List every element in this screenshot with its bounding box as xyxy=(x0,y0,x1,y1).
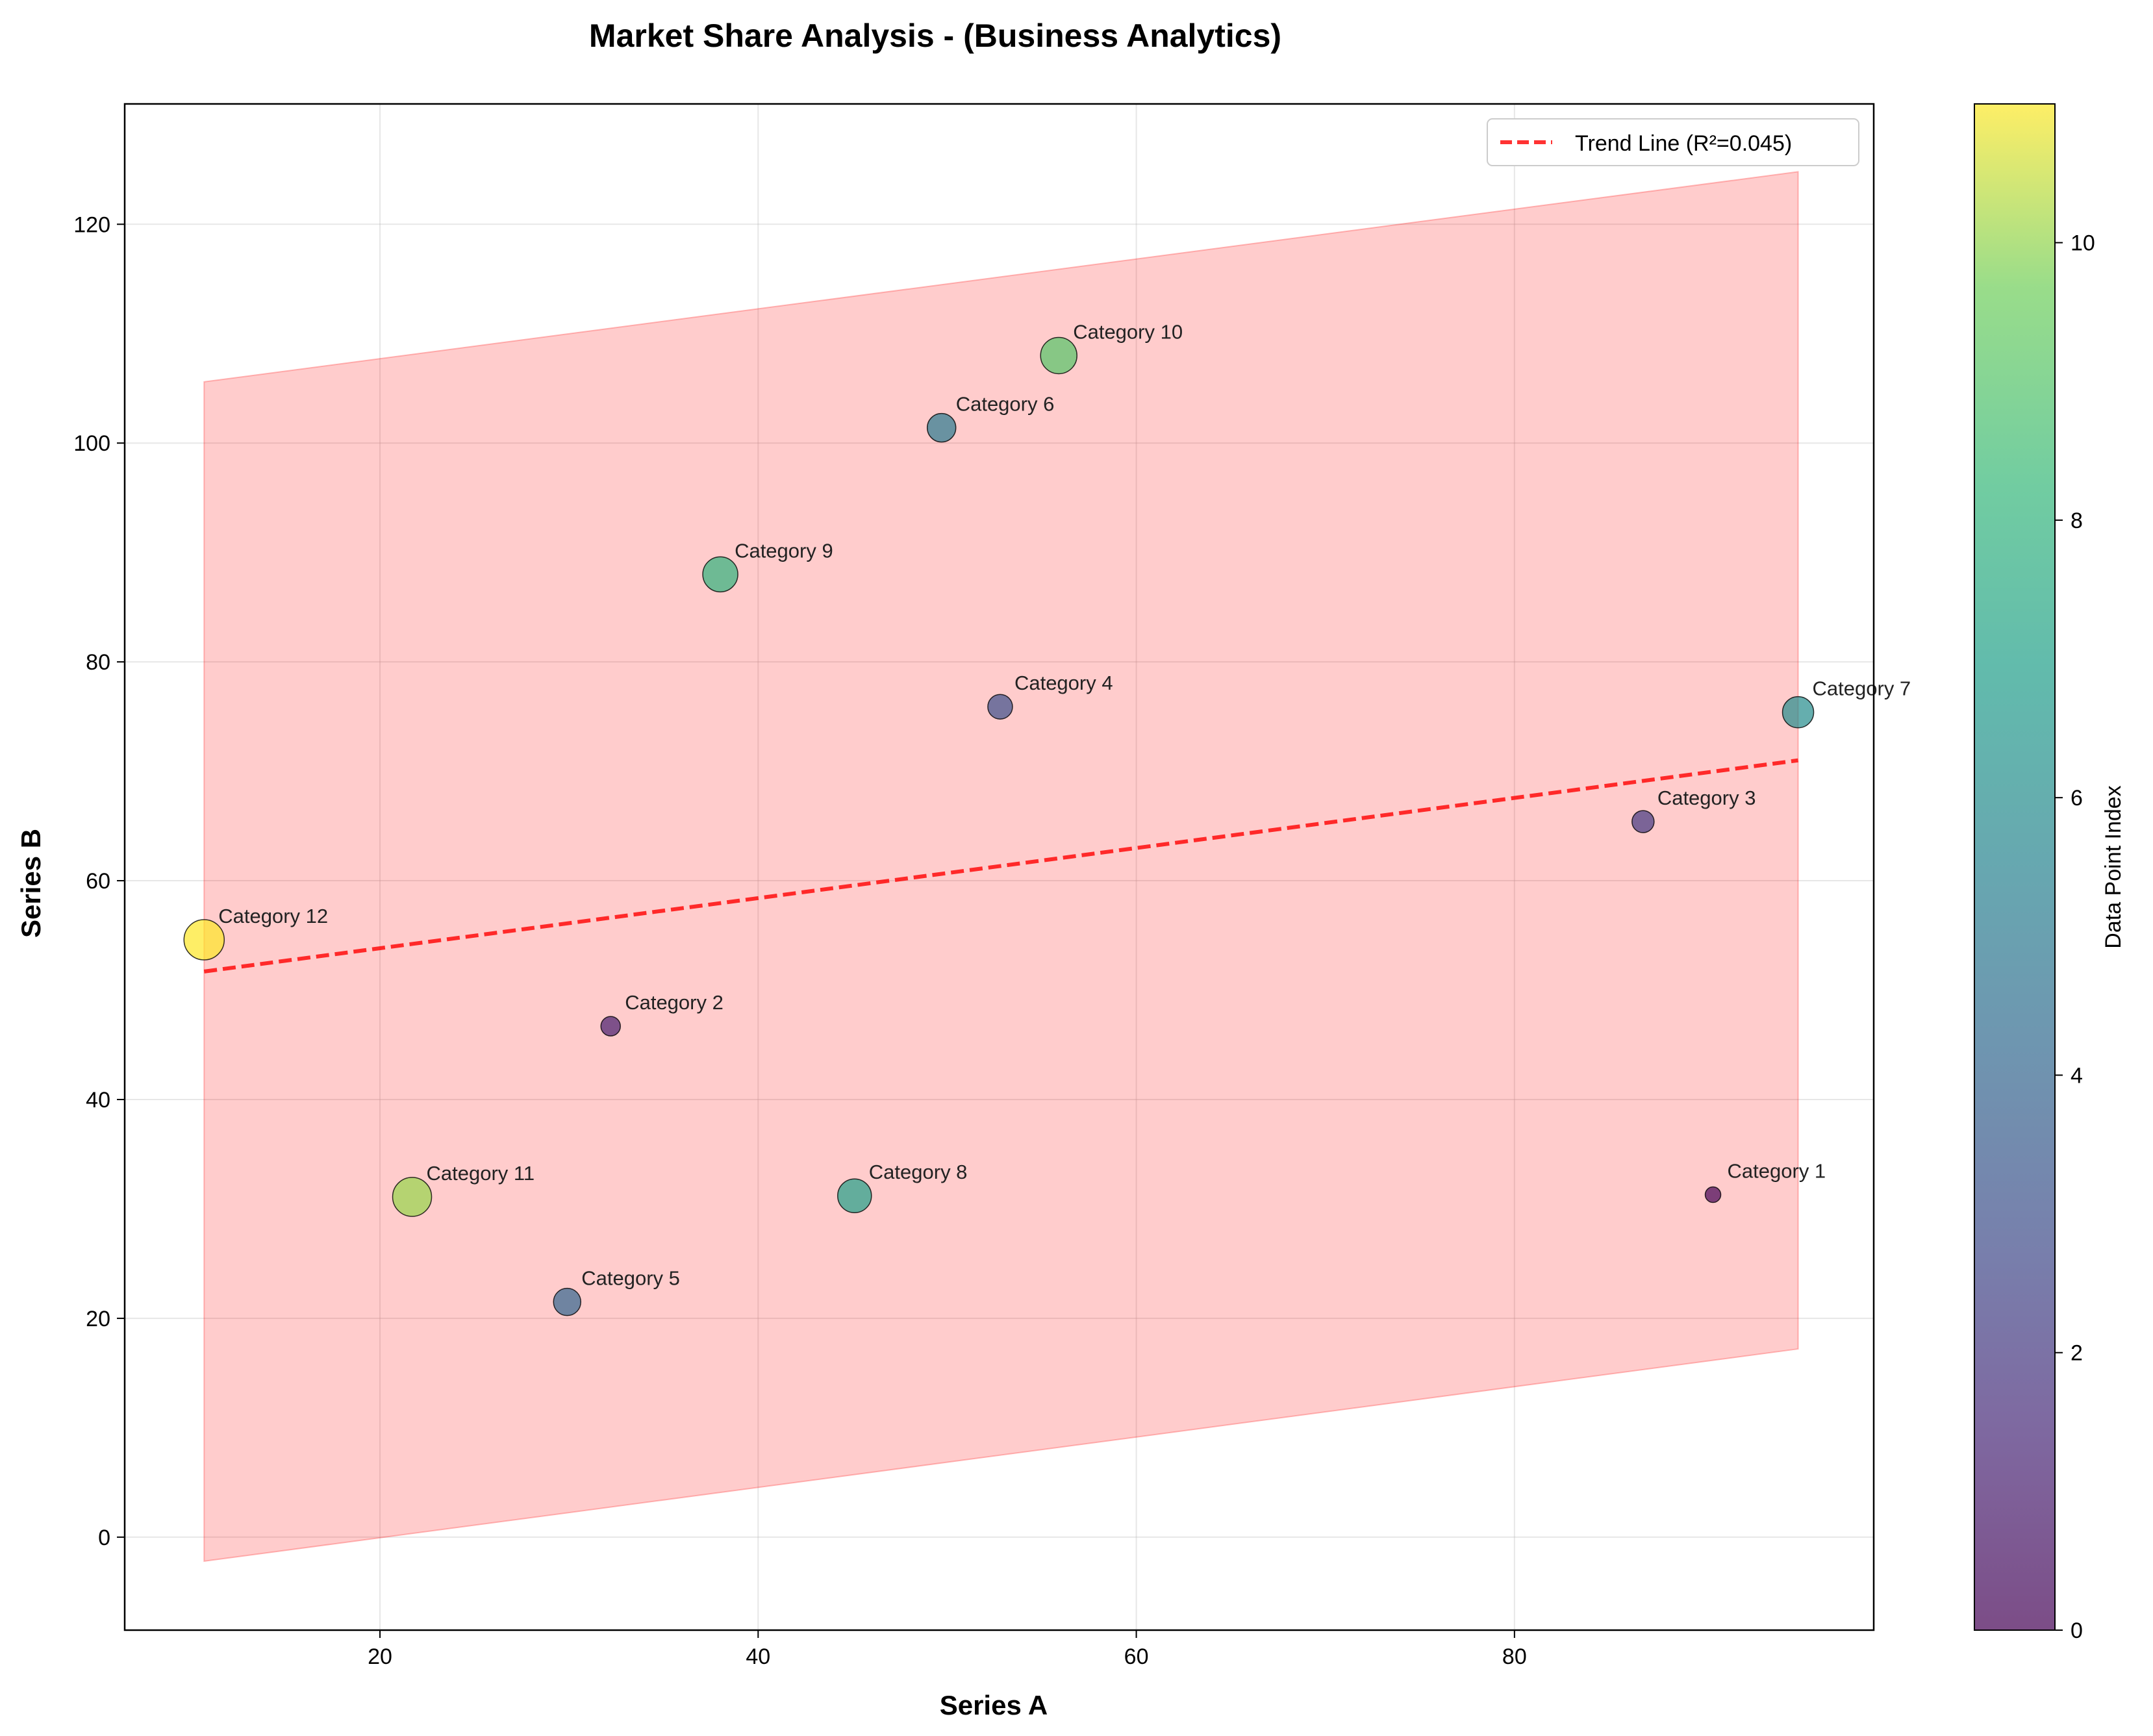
data-point-label: Category 3 xyxy=(1657,786,1756,809)
legend-box xyxy=(1487,118,1859,166)
data-point-label: Category 4 xyxy=(1014,672,1113,694)
data-point-label: Category 5 xyxy=(581,1267,680,1290)
data-point xyxy=(1040,336,1077,375)
colorbar-tick-label: 8 xyxy=(2071,509,2083,533)
y-tick-label: 0 xyxy=(98,1526,110,1550)
legend-trend-line-label: Trend Line (R²=0.045) xyxy=(1575,131,1792,156)
y-tick-label: 80 xyxy=(86,650,110,675)
legend: Trend Line (R²=0.045) xyxy=(1487,118,1859,166)
colorbar-tick-label: 2 xyxy=(2071,1341,2083,1366)
data-point xyxy=(1782,696,1815,729)
data-point xyxy=(392,1177,433,1217)
trend-line xyxy=(203,758,1798,974)
colorbar-tick-label: 0 xyxy=(2071,1618,2083,1643)
y-tick-label: 60 xyxy=(86,869,110,894)
colorbar-tick-label: 6 xyxy=(2071,786,2083,811)
chart-title: Market Share Analysis - (Business Analyt… xyxy=(589,18,1281,54)
plot-frame xyxy=(123,103,1875,1631)
colorbar: 0 2 4 6 8 10 Data Point Index xyxy=(1974,103,2126,1643)
x-axis-label: Series A xyxy=(940,1690,1048,1720)
y-tick-label: 100 xyxy=(73,431,110,456)
data-point-label: Category 1 xyxy=(1728,1160,1826,1183)
data-point-label: Category 8 xyxy=(869,1161,968,1183)
data-point-label: Category 12 xyxy=(218,905,328,927)
x-tick-label: 60 xyxy=(1124,1644,1149,1669)
x-tick-label: 40 xyxy=(746,1644,770,1669)
y-tick-label: 120 xyxy=(73,212,110,237)
colorbar-tick-label: 10 xyxy=(2071,231,2095,256)
data-point xyxy=(702,556,738,593)
data-point xyxy=(926,412,957,443)
y-axis-label: Series B xyxy=(16,829,46,938)
data-point xyxy=(1704,1186,1722,1203)
y-tick-label: 20 xyxy=(86,1307,110,1331)
colorbar-gradient xyxy=(1974,103,2056,1631)
x-tick-label: 20 xyxy=(368,1644,392,1669)
data-point-label: Category 10 xyxy=(1073,320,1183,343)
data-point-label: Category 7 xyxy=(1813,677,1911,700)
data-point-label: Category 9 xyxy=(735,539,833,562)
colorbar-tick-label: 4 xyxy=(2071,1063,2083,1088)
data-point xyxy=(183,919,225,961)
data-point xyxy=(600,1016,621,1037)
data-point-label: Category 6 xyxy=(956,393,1055,416)
data-point xyxy=(1631,810,1655,833)
data-point xyxy=(837,1178,872,1213)
y-tick-label: 40 xyxy=(86,1088,110,1113)
data-point xyxy=(987,694,1013,720)
data-point-label: Category 11 xyxy=(427,1162,535,1185)
x-tick-label: 80 xyxy=(1502,1644,1527,1669)
data-point xyxy=(553,1287,582,1316)
data-point-label: Category 2 xyxy=(625,991,724,1014)
colorbar-label: Data Point Index xyxy=(2101,785,2126,948)
